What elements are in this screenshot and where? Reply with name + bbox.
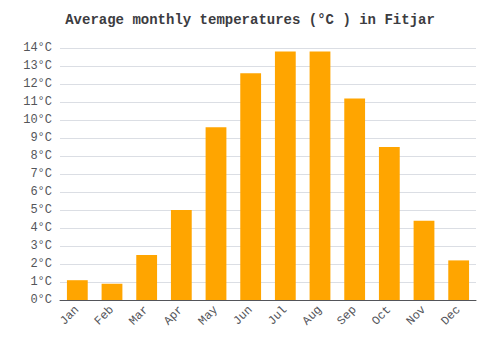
svg-text:13°C: 13°C (23, 59, 52, 73)
svg-text:Feb: Feb (92, 303, 117, 328)
svg-text:2°C: 2°C (30, 257, 52, 271)
svg-text:10°C: 10°C (23, 113, 52, 127)
svg-text:8°C: 8°C (30, 149, 52, 163)
svg-text:5°C: 5°C (30, 203, 52, 217)
svg-text:Apr: Apr (161, 303, 186, 328)
svg-text:Jun: Jun (230, 303, 255, 328)
svg-text:14°C: 14°C (23, 41, 52, 55)
svg-text:Aug: Aug (300, 303, 325, 328)
svg-text:12°C: 12°C (23, 77, 52, 91)
svg-text:Jan: Jan (57, 303, 82, 328)
svg-text:Mar: Mar (126, 303, 151, 328)
svg-text:7°C: 7°C (30, 167, 52, 181)
svg-text:Nov: Nov (404, 303, 429, 328)
svg-text:Average monthly temperatures (: Average monthly temperatures (°C ) in Fi… (65, 12, 435, 28)
svg-text:May: May (196, 303, 221, 328)
svg-text:11°C: 11°C (23, 95, 52, 109)
svg-text:Sep: Sep (334, 303, 359, 328)
svg-text:9°C: 9°C (30, 131, 52, 145)
svg-text:0°C: 0°C (30, 293, 52, 307)
svg-text:3°C: 3°C (30, 239, 52, 253)
svg-text:4°C: 4°C (30, 221, 52, 235)
svg-text:Dec: Dec (438, 303, 463, 328)
svg-text:6°C: 6°C (30, 185, 52, 199)
svg-text:Oct: Oct (369, 303, 394, 328)
svg-text:1°C: 1°C (30, 275, 52, 289)
svg-text:Jul: Jul (265, 303, 290, 328)
